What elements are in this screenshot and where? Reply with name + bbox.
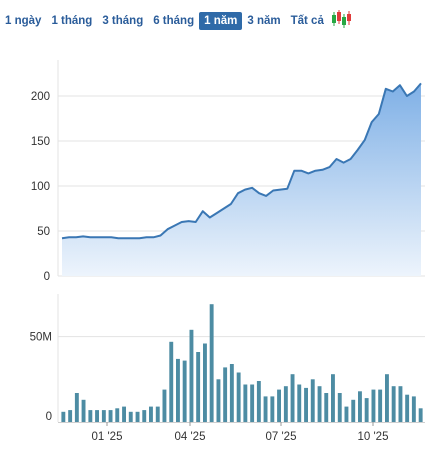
volume-bar xyxy=(108,410,113,422)
x-tick-label: 10 '25 xyxy=(358,431,389,443)
volume-bar xyxy=(162,389,167,422)
volume-bar xyxy=(101,410,106,422)
x-tick-label: 04 '25 xyxy=(175,431,206,443)
volume-bar xyxy=(209,304,214,422)
range-button-6-months[interactable]: 6 tháng xyxy=(153,15,195,27)
volume-bar xyxy=(74,393,79,422)
volume-bar xyxy=(196,352,201,422)
volume-bar xyxy=(95,410,99,422)
volume-bar xyxy=(142,410,147,422)
volume-bar xyxy=(418,408,423,422)
volume-bar xyxy=(122,406,126,422)
range-button-1-year[interactable]: 1 năm xyxy=(199,12,243,30)
volume-bar xyxy=(331,374,335,422)
volume-bar xyxy=(135,411,140,422)
price-tick-label: 150 xyxy=(31,136,50,148)
price-area xyxy=(62,83,421,277)
volume-bar xyxy=(128,411,133,422)
price-tick-label: 50 xyxy=(37,226,50,238)
price-line xyxy=(61,82,422,240)
volume-bar xyxy=(263,396,268,422)
volume-bar xyxy=(351,399,356,422)
volume-bar xyxy=(270,396,275,422)
volume-bar xyxy=(304,387,308,422)
range-button-1-day[interactable]: 1 ngày xyxy=(5,15,42,27)
x-tick-label: 01 '25 xyxy=(92,431,123,443)
volume-bar xyxy=(398,386,403,422)
volume-bar xyxy=(411,396,416,422)
volume-bar xyxy=(324,393,329,422)
volume-bar xyxy=(317,386,322,422)
volume-bar xyxy=(310,379,315,422)
volume-bar xyxy=(371,389,376,422)
volume-panel: 0 50M xyxy=(30,294,425,423)
volume-bar xyxy=(385,374,389,422)
x-tick-label: 07 '25 xyxy=(266,431,297,443)
price-tick-label: 0 xyxy=(44,271,50,283)
price-tick-label: 100 xyxy=(31,181,50,193)
volume-bar xyxy=(364,398,369,422)
volume-bar xyxy=(223,367,228,422)
volume-bar xyxy=(81,399,86,422)
volume-bar xyxy=(250,384,255,422)
price-tick-label: 200 xyxy=(31,91,50,103)
volume-tick-label: 50M xyxy=(30,332,52,344)
volume-bar xyxy=(243,384,248,422)
volume-bar xyxy=(358,391,362,422)
volume-bar xyxy=(61,411,66,422)
range-button-3-years[interactable]: 3 năm xyxy=(247,15,281,27)
range-button-3-months[interactable]: 3 tháng xyxy=(102,15,144,27)
volume-bar xyxy=(337,393,342,422)
volume-bar xyxy=(297,384,302,422)
volume-bar xyxy=(236,372,241,422)
volume-bar xyxy=(203,343,207,422)
range-button-all[interactable]: Tất cả xyxy=(290,15,324,27)
volume-bar xyxy=(149,406,153,422)
volume-bar xyxy=(169,341,174,422)
price-panel: 0 50 100 150 200 xyxy=(31,60,425,283)
range-button-1-month[interactable]: 1 tháng xyxy=(51,15,93,27)
volume-bar xyxy=(68,410,73,422)
volume-bar xyxy=(378,389,383,422)
volume-bar xyxy=(277,389,281,422)
volume-bar xyxy=(229,364,234,422)
volume-bar xyxy=(176,358,180,422)
volume-bar xyxy=(290,374,295,422)
volume-bar xyxy=(216,379,221,422)
candlestick-chart-icon[interactable] xyxy=(331,9,353,34)
volume-bar xyxy=(391,386,396,422)
volume-bar xyxy=(283,386,288,422)
x-axis: 01 '25 04 '25 07 '25 10 '25 xyxy=(58,422,425,443)
volume-bar xyxy=(115,408,120,422)
volume-bar xyxy=(189,329,194,422)
volume-bar xyxy=(155,406,160,422)
volume-bar xyxy=(88,410,93,422)
volume-bar xyxy=(344,406,349,422)
volume-bar xyxy=(256,381,261,422)
volume-bar xyxy=(182,360,187,422)
volume-bar xyxy=(405,394,410,422)
time-range-selector: 1 ngày 1 tháng 3 tháng 6 tháng 1 năm 3 n… xyxy=(0,9,443,34)
volume-tick-label: 0 xyxy=(46,411,52,423)
